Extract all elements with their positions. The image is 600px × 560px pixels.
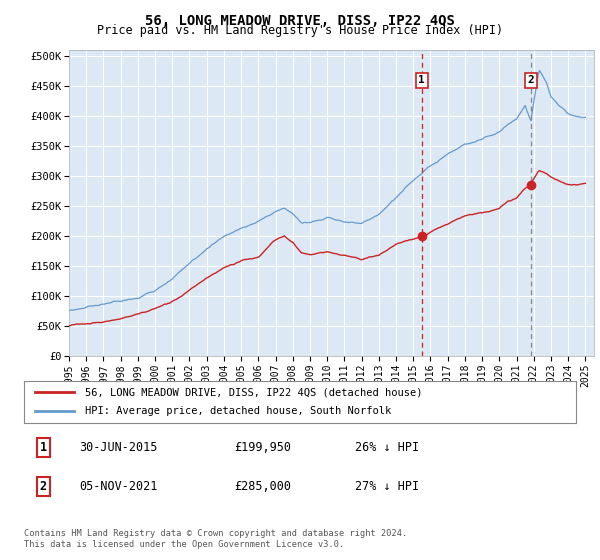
Text: 27% ↓ HPI: 27% ↓ HPI <box>355 480 419 493</box>
Text: Price paid vs. HM Land Registry's House Price Index (HPI): Price paid vs. HM Land Registry's House … <box>97 24 503 37</box>
Text: £199,950: £199,950 <box>234 441 291 454</box>
Text: 2: 2 <box>527 76 534 85</box>
Text: Contains HM Land Registry data © Crown copyright and database right 2024.
This d: Contains HM Land Registry data © Crown c… <box>24 529 407 549</box>
Text: 1: 1 <box>418 76 425 85</box>
Text: 05-NOV-2021: 05-NOV-2021 <box>79 480 158 493</box>
Text: 26% ↓ HPI: 26% ↓ HPI <box>355 441 419 454</box>
Text: 56, LONG MEADOW DRIVE, DISS, IP22 4QS: 56, LONG MEADOW DRIVE, DISS, IP22 4QS <box>145 14 455 28</box>
Text: £285,000: £285,000 <box>234 480 291 493</box>
Text: 56, LONG MEADOW DRIVE, DISS, IP22 4QS (detached house): 56, LONG MEADOW DRIVE, DISS, IP22 4QS (d… <box>85 387 422 397</box>
Text: HPI: Average price, detached house, South Norfolk: HPI: Average price, detached house, Sout… <box>85 407 391 417</box>
Text: 2: 2 <box>40 480 47 493</box>
Text: 1: 1 <box>40 441 47 454</box>
Text: 30-JUN-2015: 30-JUN-2015 <box>79 441 158 454</box>
